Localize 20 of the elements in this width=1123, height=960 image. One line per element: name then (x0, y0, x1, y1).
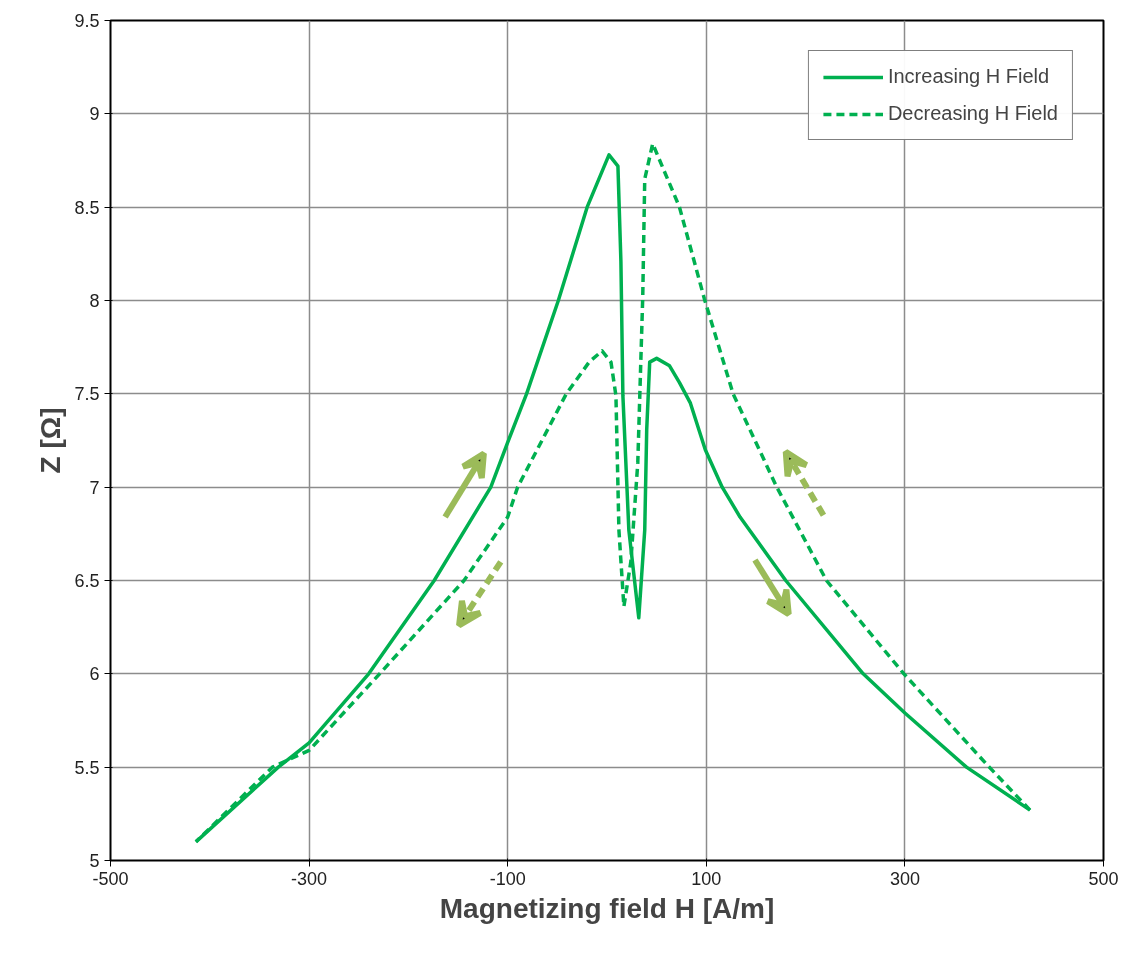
y-tick-label: 7.5 (74, 384, 100, 405)
y-tick-label: 8.5 (74, 197, 100, 218)
y-tick-label: 5 (89, 851, 100, 871)
y-axis-title: Z [Ω] (35, 407, 67, 474)
legend-label: Decreasing H Field (887, 102, 1058, 125)
y-tick-label: 9.5 (74, 11, 100, 31)
y-tick-label: 6 (89, 664, 100, 685)
y-tick-label: 8 (89, 291, 100, 311)
legend-label: Increasing H Field (887, 65, 1050, 88)
x-axis-title: Magnetizing field H [A/m] (439, 892, 775, 924)
x-tick-label: 500 (1088, 868, 1119, 889)
y-tick-label: 6.5 (74, 571, 100, 591)
x-tick-label: -500 (92, 868, 129, 889)
x-tick-label: 100 (691, 868, 722, 889)
y-tick-label: 5.5 (74, 757, 100, 778)
y-tick-label: 9 (89, 104, 100, 125)
x-tick-label: -100 (489, 868, 526, 889)
x-tick-label: -300 (291, 868, 328, 889)
x-tick-label: 300 (889, 868, 920, 889)
y-tick-label: 7 (89, 477, 100, 498)
